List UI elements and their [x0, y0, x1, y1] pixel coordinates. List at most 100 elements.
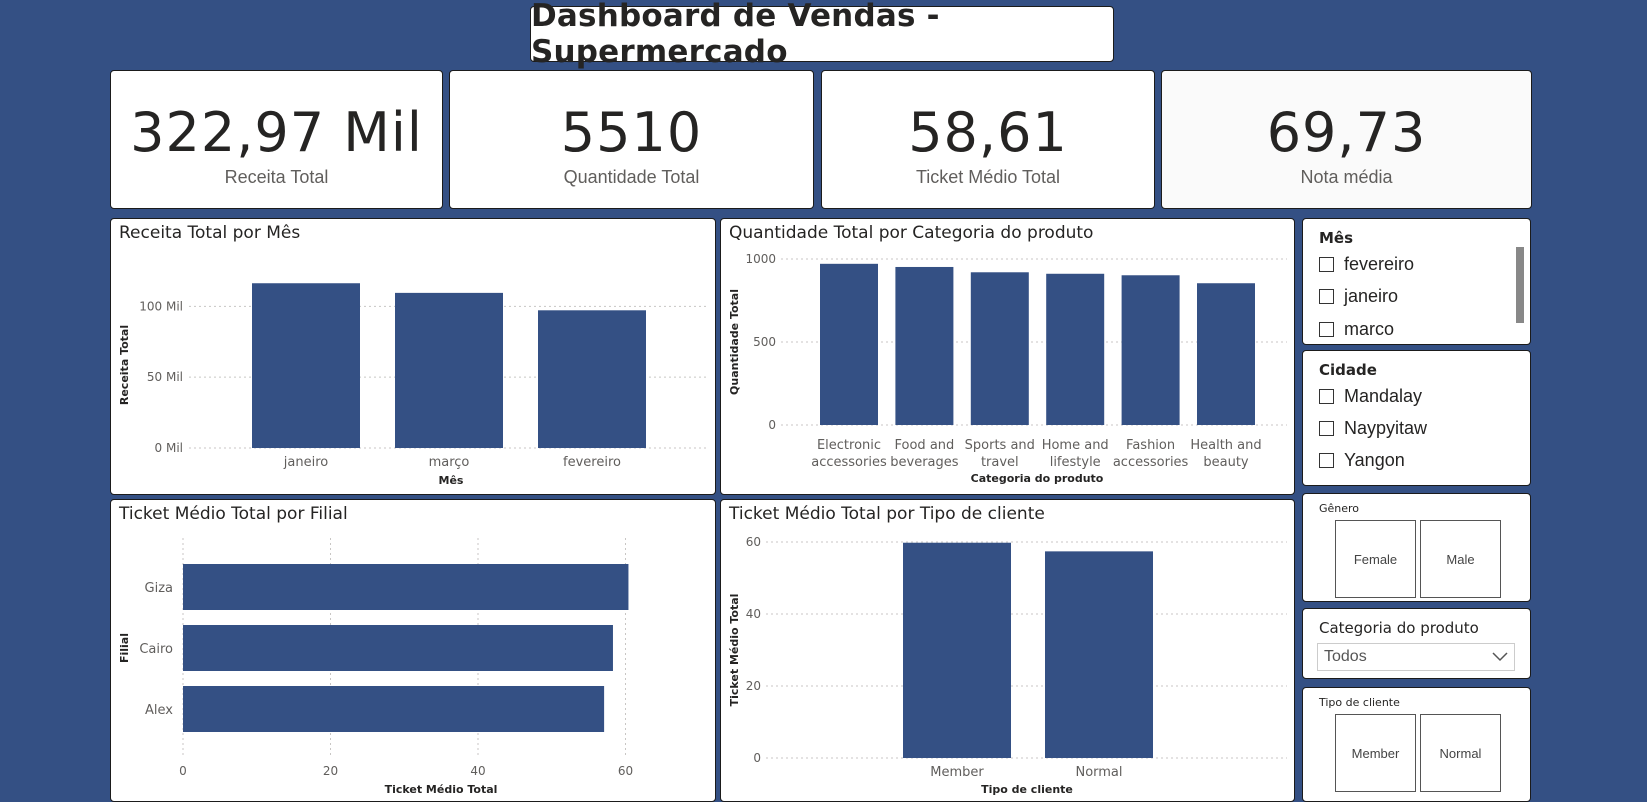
bar [970, 272, 1029, 425]
bar [1121, 275, 1180, 425]
x-tick-label: beauty [1203, 455, 1249, 470]
bar [895, 266, 954, 425]
slicer-title: Tipo de cliente [1319, 696, 1400, 709]
slicer-option-janeiro[interactable]: janeiro [1319, 286, 1398, 307]
slicer-option-marco[interactable]: marco [1319, 319, 1394, 340]
categoria-dropdown[interactable]: Todos [1317, 643, 1515, 671]
x-tick-label: Health and [1190, 438, 1261, 453]
x-tick-label: Member [930, 765, 984, 780]
kpi-label: Nota média [1300, 167, 1393, 187]
chart-title: Receita Total por Mês [119, 223, 301, 243]
kpi-card-nota[interactable]: 69,73 Nota média [1161, 70, 1532, 209]
kpi-label: Ticket Médio Total [915, 167, 1061, 187]
kpi-value: 58,61 [908, 101, 1068, 164]
slicer-cidade[interactable]: Cidade Mandalay Naypyitaw Yangon [1302, 350, 1531, 486]
y-tick-label: 0 [768, 418, 776, 432]
x-axis-title: Categoria do produto [971, 472, 1104, 485]
chart-canvas: 0 Mil 50 Mil 100 Mil janeiro março fevereiro M… [118, 283, 709, 487]
slicer-option-mandalay[interactable]: Mandalay [1319, 386, 1422, 407]
slicer-title: Gênero [1319, 502, 1360, 515]
chart-ticket-por-filial[interactable]: Ticket Médio Total por Filial 0 20 40 60 Giz… [110, 499, 716, 802]
x-tick-label: beverages [890, 455, 959, 470]
y-axis-title: Receita Total [118, 325, 131, 405]
tile-male[interactable]: Male [1420, 520, 1501, 598]
y-axis-title: Filial [118, 633, 131, 663]
y-tick-label: 20 [746, 679, 761, 693]
y-tick-label: 500 [753, 335, 776, 349]
x-tick-label: lifestyle [1050, 455, 1101, 470]
option-label: fevereiro [1344, 254, 1415, 274]
bar [1046, 273, 1105, 425]
chart-receita-por-mes[interactable]: Receita Total por Mês 0 Mil 50 Mil 100 Mil… [110, 218, 716, 495]
checkbox[interactable] [1319, 289, 1334, 304]
x-tick-label: Food and [895, 438, 955, 453]
x-tick-label: travel [981, 455, 1019, 470]
y-tick-label: 50 Mil [147, 370, 183, 384]
checkbox[interactable] [1319, 322, 1334, 337]
slicer-option-yangon[interactable]: Yangon [1319, 450, 1405, 471]
x-tick-label: accessories [811, 455, 887, 470]
y-tick-label: Cairo [139, 642, 173, 657]
kpi-card-ticket[interactable]: 58,61 Ticket Médio Total [821, 70, 1155, 209]
tile-female[interactable]: Female [1335, 520, 1416, 598]
x-tick-label: janeiro [283, 455, 328, 470]
slicer-mes[interactable]: Mês fevereiro janeiro marco [1302, 218, 1531, 345]
y-tick-label: 40 [746, 607, 761, 621]
scrollbar[interactable] [1516, 247, 1524, 323]
x-tick-label: março [429, 455, 470, 470]
slicer-title: Categoria do produto [1319, 619, 1479, 637]
tile-member[interactable]: Member [1335, 714, 1416, 792]
slicer-title: Mês [1319, 229, 1354, 247]
x-tick-label: Electronic [817, 438, 881, 453]
kpi-value: 69,73 [1266, 101, 1427, 164]
x-tick-label: accessories [1113, 455, 1189, 470]
chart-title: Ticket Médio Total por Filial [119, 504, 348, 524]
checkbox[interactable] [1319, 257, 1334, 272]
slicer-categoria-produto[interactable]: Categoria do produto Todos [1302, 608, 1531, 679]
option-label: Naypyitaw [1344, 418, 1428, 438]
tile-normal[interactable]: Normal [1420, 714, 1501, 792]
bar [395, 292, 503, 448]
slicer-genero[interactable]: Gênero Female Male [1302, 493, 1531, 602]
kpi-label: Receita Total [224, 167, 329, 187]
bar [252, 283, 360, 448]
checkbox[interactable] [1319, 421, 1334, 436]
x-tick-label: fevereiro [563, 455, 621, 470]
slicer-option-fevereiro[interactable]: fevereiro [1319, 254, 1414, 275]
kpi-label: Quantidade Total [563, 167, 700, 187]
x-tick-label: Home and [1042, 438, 1109, 453]
x-axis-title: Ticket Médio Total [385, 783, 498, 796]
slicer-tipo-cliente[interactable]: Tipo de cliente Member Normal [1302, 687, 1531, 802]
checkbox[interactable] [1319, 453, 1334, 468]
x-tick-label: 40 [470, 764, 485, 778]
y-axis-title: Ticket Médio Total [728, 594, 741, 707]
chart-ticket-por-tipo-cliente[interactable]: Ticket Médio Total por Tipo de cliente 0… [720, 499, 1295, 802]
bar [820, 263, 878, 425]
bar [183, 625, 613, 671]
y-tick-label: Alex [145, 703, 173, 718]
x-tick-label: Normal [1075, 765, 1122, 780]
y-tick-label: 100 Mil [139, 299, 183, 313]
page-title: Dashboard de Vendas - Supermercado [531, 0, 940, 70]
kpi-card-receita[interactable]: 322,97 Mil Receita Total [110, 70, 443, 209]
bar [183, 686, 605, 732]
dropdown-value: Todos [1324, 648, 1367, 665]
x-axis-title: Mês [439, 474, 464, 487]
kpi-value: 322,97 Mil [130, 101, 423, 164]
chart-canvas: 0 20 40 60 Giza Cairo Alex Ticket Médio Total Fi… [118, 538, 633, 796]
x-tick-label: 20 [323, 764, 338, 778]
bar [903, 542, 1011, 758]
x-tick-label: 0 [179, 764, 187, 778]
chevron-down-icon [1492, 652, 1508, 662]
bar [183, 564, 629, 610]
checkbox[interactable] [1319, 389, 1334, 404]
y-tick-label: 0 [753, 751, 761, 765]
bar [1197, 283, 1255, 425]
y-tick-label: Giza [145, 581, 173, 596]
y-tick-label: 1000 [745, 252, 776, 266]
chart-quantidade-por-categoria[interactable]: Quantidade Total por Categoria do produt… [720, 218, 1295, 495]
chart-title: Ticket Médio Total por Tipo de cliente [729, 504, 1045, 524]
slicer-option-naypyitaw[interactable]: Naypyitaw [1319, 418, 1427, 439]
kpi-card-quantidade[interactable]: 5510 Quantidade Total [449, 70, 814, 209]
